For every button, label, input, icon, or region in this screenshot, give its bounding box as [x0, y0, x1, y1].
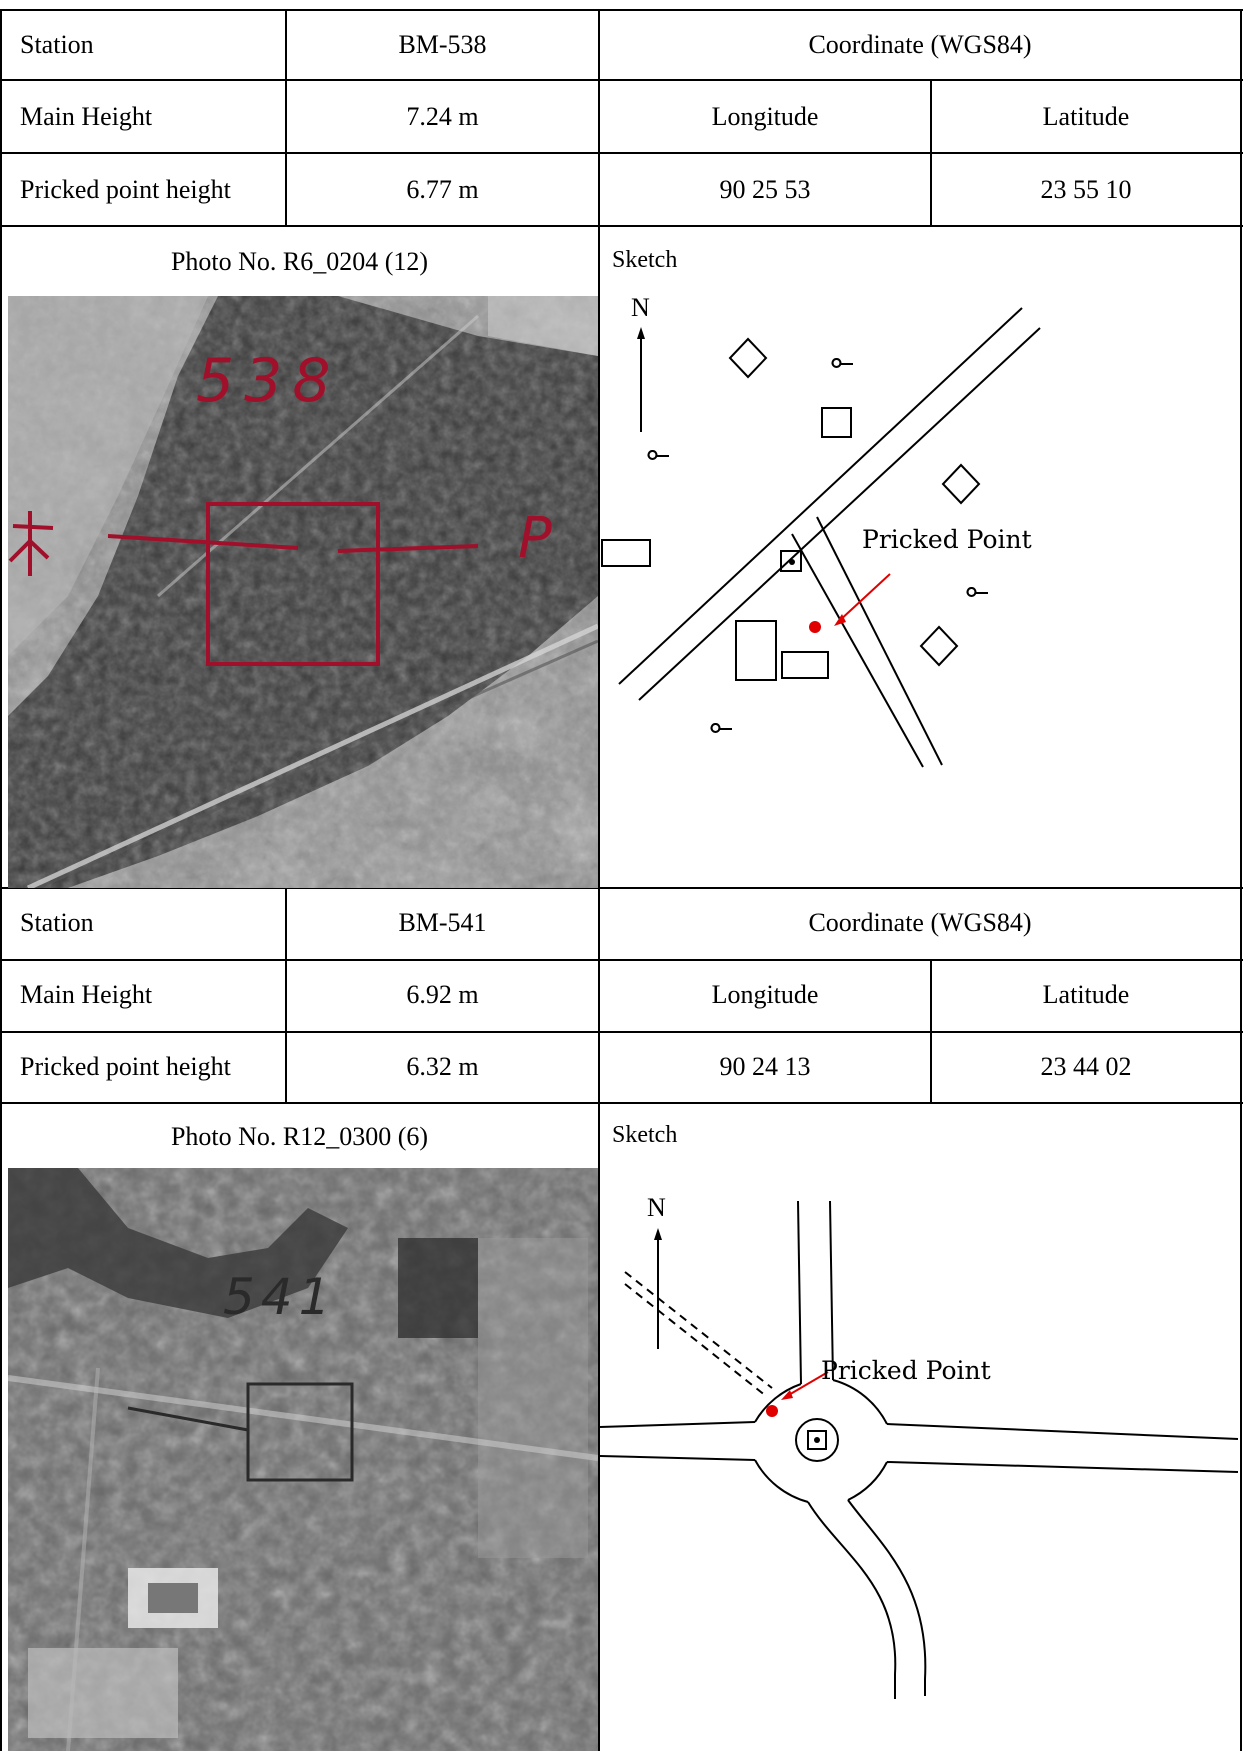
sketch-drawing	[600, 1200, 1239, 1699]
longitude-value: 90 25 53	[719, 175, 811, 204]
station-value: BM-538	[398, 30, 487, 59]
latitude-value: 23 55 10	[1040, 175, 1132, 204]
aerial-photo-graphic	[8, 1168, 598, 1751]
station-label: Station	[20, 30, 94, 59]
pricked-point-label: Pricked Point	[862, 525, 1032, 554]
station-label: Station	[20, 908, 94, 937]
photo-annotation-number: 541	[223, 1268, 337, 1326]
sketch-drawing	[601, 307, 1041, 768]
north-label: N	[647, 1193, 666, 1222]
latitude-label: Latitude	[1042, 102, 1130, 131]
photo-number-label: Photo No. R6_0204 (12)	[170, 247, 429, 276]
sketch-panel: N Pricked Point	[600, 227, 1240, 887]
station-value: BM-541	[398, 908, 487, 937]
longitude-label: Longitude	[711, 980, 819, 1009]
sketch-label: Sketch	[612, 1122, 678, 1148]
aerial-photo-graphic	[8, 296, 598, 888]
pricked-point-label: Pricked Point	[821, 1356, 991, 1385]
sketch-panel: N Pricked Point	[600, 1104, 1240, 1751]
latitude-label: Latitude	[1042, 980, 1130, 1009]
main-height-value: 7.24 m	[406, 102, 479, 131]
north-label: N	[631, 293, 650, 322]
aerial-photo: 541	[8, 1168, 598, 1751]
coordinate-label: Coordinate (WGS84)	[808, 30, 1032, 59]
photo-number-label: Photo No. R12_0300 (6)	[170, 1122, 429, 1151]
latitude-value: 23 44 02	[1040, 1052, 1132, 1081]
main-height-label: Main Height	[20, 980, 153, 1009]
pricked-height-label: Pricked point height	[20, 175, 231, 204]
longitude-value: 90 24 13	[719, 1052, 811, 1081]
pricked-height-value: 6.77 m	[406, 175, 479, 204]
photo-marker-letter: P	[518, 506, 552, 571]
longitude-label: Longitude	[711, 102, 819, 131]
main-height-value: 6.92 m	[406, 980, 479, 1009]
main-height-label: Main Height	[20, 102, 153, 131]
pricked-height-label: Pricked point height	[20, 1052, 231, 1081]
pricked-height-value: 6.32 m	[406, 1052, 479, 1081]
aerial-photo: 538 P	[8, 296, 598, 888]
sketch-label: Sketch	[612, 247, 678, 273]
photo-annotation-number: 538	[196, 346, 341, 416]
coordinate-label: Coordinate (WGS84)	[808, 908, 1032, 937]
